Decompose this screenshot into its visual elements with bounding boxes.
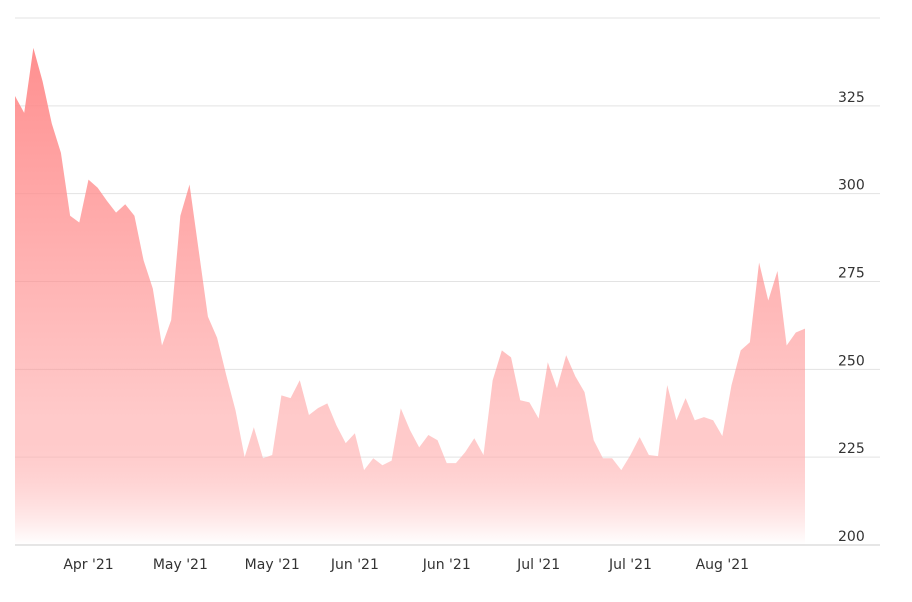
x-tick-label: Apr '21	[63, 557, 113, 573]
x-tick-label: May '21	[153, 557, 208, 573]
x-tick-label: Jun '21	[422, 557, 471, 573]
x-tick-label: Jul '21	[516, 557, 560, 573]
x-tick-label: Jun '21	[330, 557, 379, 573]
area	[15, 47, 805, 546]
x-tick-label: Jul '21	[608, 557, 652, 573]
y-tick-label: 325	[838, 90, 865, 106]
y-tick-label: 300	[838, 178, 865, 194]
x-tick-label: Aug '21	[696, 557, 749, 573]
y-tick-label: 225	[838, 441, 865, 457]
x-tick-label: May '21	[245, 557, 300, 573]
y-tick-label: 200	[838, 529, 865, 545]
y-tick-label: 275	[838, 266, 865, 282]
y-tick-label: 250	[838, 353, 865, 369]
